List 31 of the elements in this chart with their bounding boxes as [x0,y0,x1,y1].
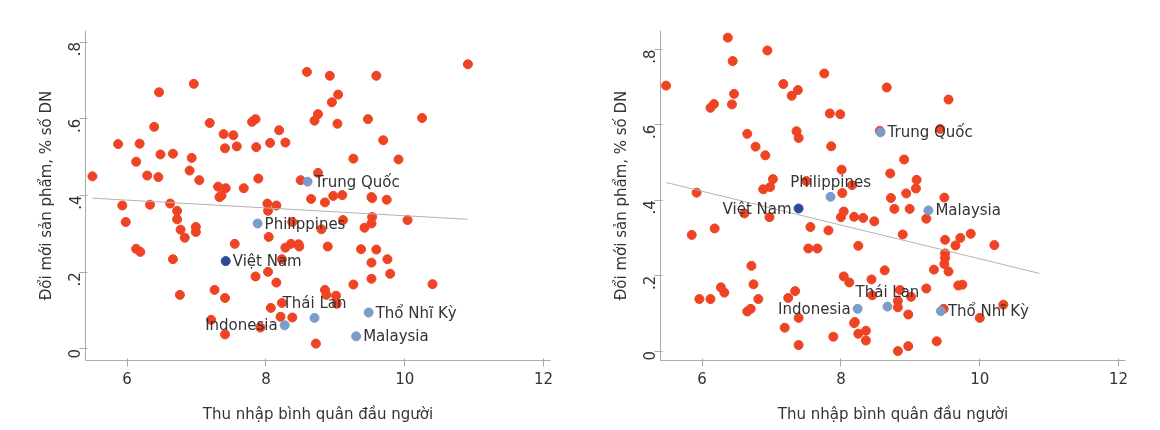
series-label: Thổ Nhĩ Kỳ [946,302,1029,321]
x-tick-label: 12 [1109,369,1129,388]
x-axis-title: Thu nhập bình quân đầu người [776,404,1009,423]
y-tick-label: 0 [66,348,85,359]
y-tick-label: .4 [66,195,85,210]
x-axis-title: Thu nhập bình quân đầu người [201,404,434,423]
y-tick-label: .6 [641,124,660,140]
series-label: Malaysia [363,327,429,346]
series-label: Trung Quốc [886,123,973,142]
y-tick-label: .6 [66,118,85,134]
y-tick-label: .2 [641,275,660,290]
series-label: Việt Nam [232,252,302,271]
y-tick-label: .2 [66,272,85,287]
x-tick-label: 6 [697,369,707,388]
series-label: Trung Quốc [313,172,400,191]
series-label: Indonesia [778,299,851,318]
series-label: Thổ Nhĩ Kỳ [374,303,457,322]
y-tick-label: .8 [641,49,660,64]
x-tick-label: 12 [534,369,554,388]
y-tick-label: 0 [641,351,660,361]
x-tick-label: 8 [261,369,271,388]
y-tick-label: .8 [66,42,85,57]
y-axis-title: Đổi mới sản phẩm, % số DN [611,90,630,301]
x-tick-label: 6 [122,369,132,388]
x-tick-label: 8 [836,369,846,388]
y-axis-title: Đổi mới sản phẩm, % số DN [36,90,55,301]
y-tick-label: .4 [641,200,660,215]
series-label: Malaysia [935,201,1001,220]
x-tick-label: 10 [395,369,415,388]
x-tick-label: 10 [970,369,990,388]
series-label: Việt Nam [722,199,792,218]
